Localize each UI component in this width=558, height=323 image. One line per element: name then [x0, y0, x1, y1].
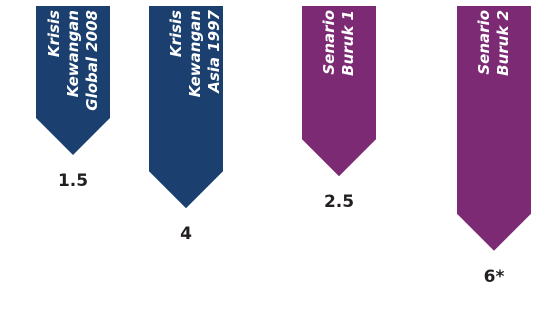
value-label: 6*	[483, 266, 505, 287]
bar-arrow-polygon	[302, 6, 376, 177]
bar-senario-buruk-1: Senario Buruk 1	[302, 6, 376, 177]
bar-arrow-shape	[149, 6, 223, 209]
bar-krisis-kewangan-asia-1997: Krisis Kewangan Asia 1997	[149, 6, 223, 209]
bar-senario-buruk-2: Senario Buruk 2	[457, 6, 531, 251]
bar-arrow-shape	[457, 6, 531, 251]
category-label: Senario Buruk 1	[320, 10, 357, 76]
value-label: 4	[180, 224, 192, 245]
bar-arrow-polygon	[36, 6, 110, 155]
value-label: 2.5	[323, 192, 355, 213]
bar-krisis-kewangan-global-2008: Krisis Kewangan Global 2008	[36, 6, 110, 155]
category-label: Krisis Kewangan Asia 1997	[167, 10, 223, 98]
category-label: Senario Buruk 2	[475, 10, 512, 76]
bar-arrow-polygon	[457, 6, 531, 251]
bar-arrow-polygon	[149, 6, 223, 209]
category-label: Krisis Kewangan Global 2008	[44, 10, 101, 111]
value-label: 1.5	[57, 170, 89, 191]
bar-arrow-shape	[302, 6, 376, 177]
bar-arrow-shape	[36, 6, 110, 155]
